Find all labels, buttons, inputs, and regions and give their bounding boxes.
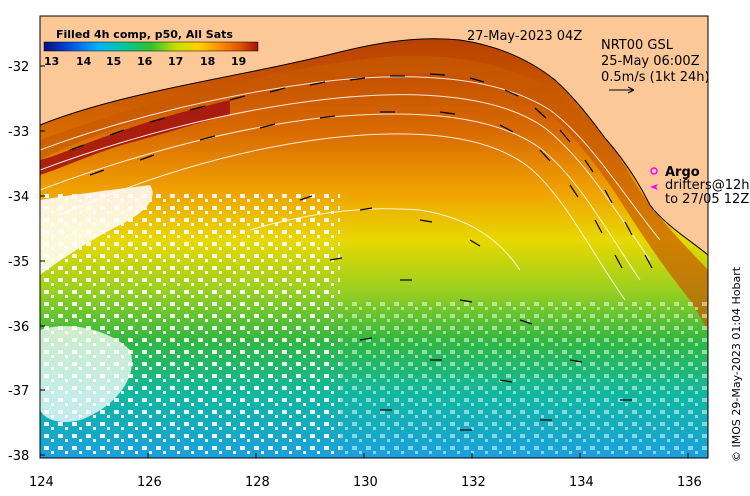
- lon-tick: 124: [29, 475, 54, 490]
- cloud-mass-sw: [40, 326, 132, 422]
- colorbar-tick: 19: [231, 55, 246, 68]
- lon-tick: 128: [245, 475, 270, 490]
- longitude-axis: 124 126 128 130 132 134 136: [29, 453, 702, 490]
- hot-core: [40, 100, 230, 175]
- cloud-gaps-east: [340, 300, 708, 458]
- map-date: 27-May-2023 04Z: [467, 29, 582, 44]
- legend-product: NRT00 GSL: [601, 38, 674, 53]
- legend-scale: 0.5m/s (1kt 24h): [601, 70, 710, 85]
- velocity-arrows: [69, 73, 653, 431]
- colorbar-title: Filled 4h comp, p50, All Sats: [56, 28, 233, 41]
- colorbar-tick: 13: [44, 55, 59, 68]
- lon-tick: 130: [353, 475, 378, 490]
- legend-time: 25-May 06:00Z: [601, 54, 700, 69]
- drifter-marker-icon: [650, 184, 658, 190]
- legend-drifters-time: to 27/05 12Z: [665, 192, 749, 207]
- lat-tick: -37: [8, 384, 29, 399]
- lat-tick: -34: [8, 190, 29, 205]
- lat-tick: -35: [8, 255, 29, 270]
- lon-tick: 134: [569, 475, 594, 490]
- coastline: [40, 38, 708, 256]
- argo-marker-icon: [650, 167, 658, 175]
- colorbar-tick: 16: [137, 55, 153, 68]
- lat-tick: -33: [8, 125, 29, 140]
- colorbar-tick: 14: [76, 55, 92, 68]
- credit-text: © IMOS 29-May-2023 01:04 Hobart: [730, 266, 743, 462]
- colorbar: [43, 41, 259, 52]
- lat-tick: -38: [8, 449, 29, 464]
- legend-drifters: drifters@12h: [665, 178, 750, 193]
- lon-tick: 126: [137, 475, 162, 490]
- cloud-mass-west: [40, 185, 153, 275]
- scale-arrow-icon: [609, 86, 635, 94]
- colorbar-ticks: 13 14 15 16 17 18 19: [44, 55, 246, 68]
- lat-tick: -36: [8, 320, 29, 335]
- lon-tick: 136: [677, 475, 702, 490]
- streamlines: [40, 76, 661, 301]
- plot-frame: [39, 15, 709, 459]
- legend-argo: Argo: [665, 165, 700, 180]
- colorbar-tick: 15: [106, 55, 121, 68]
- lon-tick: 132: [461, 475, 486, 490]
- colorbar-tick: 18: [200, 55, 215, 68]
- colorbar-tick: 17: [168, 55, 183, 68]
- latitude-axis: -32 -33 -34 -35 -36 -37 -38: [8, 60, 45, 464]
- lat-tick: -32: [8, 60, 29, 75]
